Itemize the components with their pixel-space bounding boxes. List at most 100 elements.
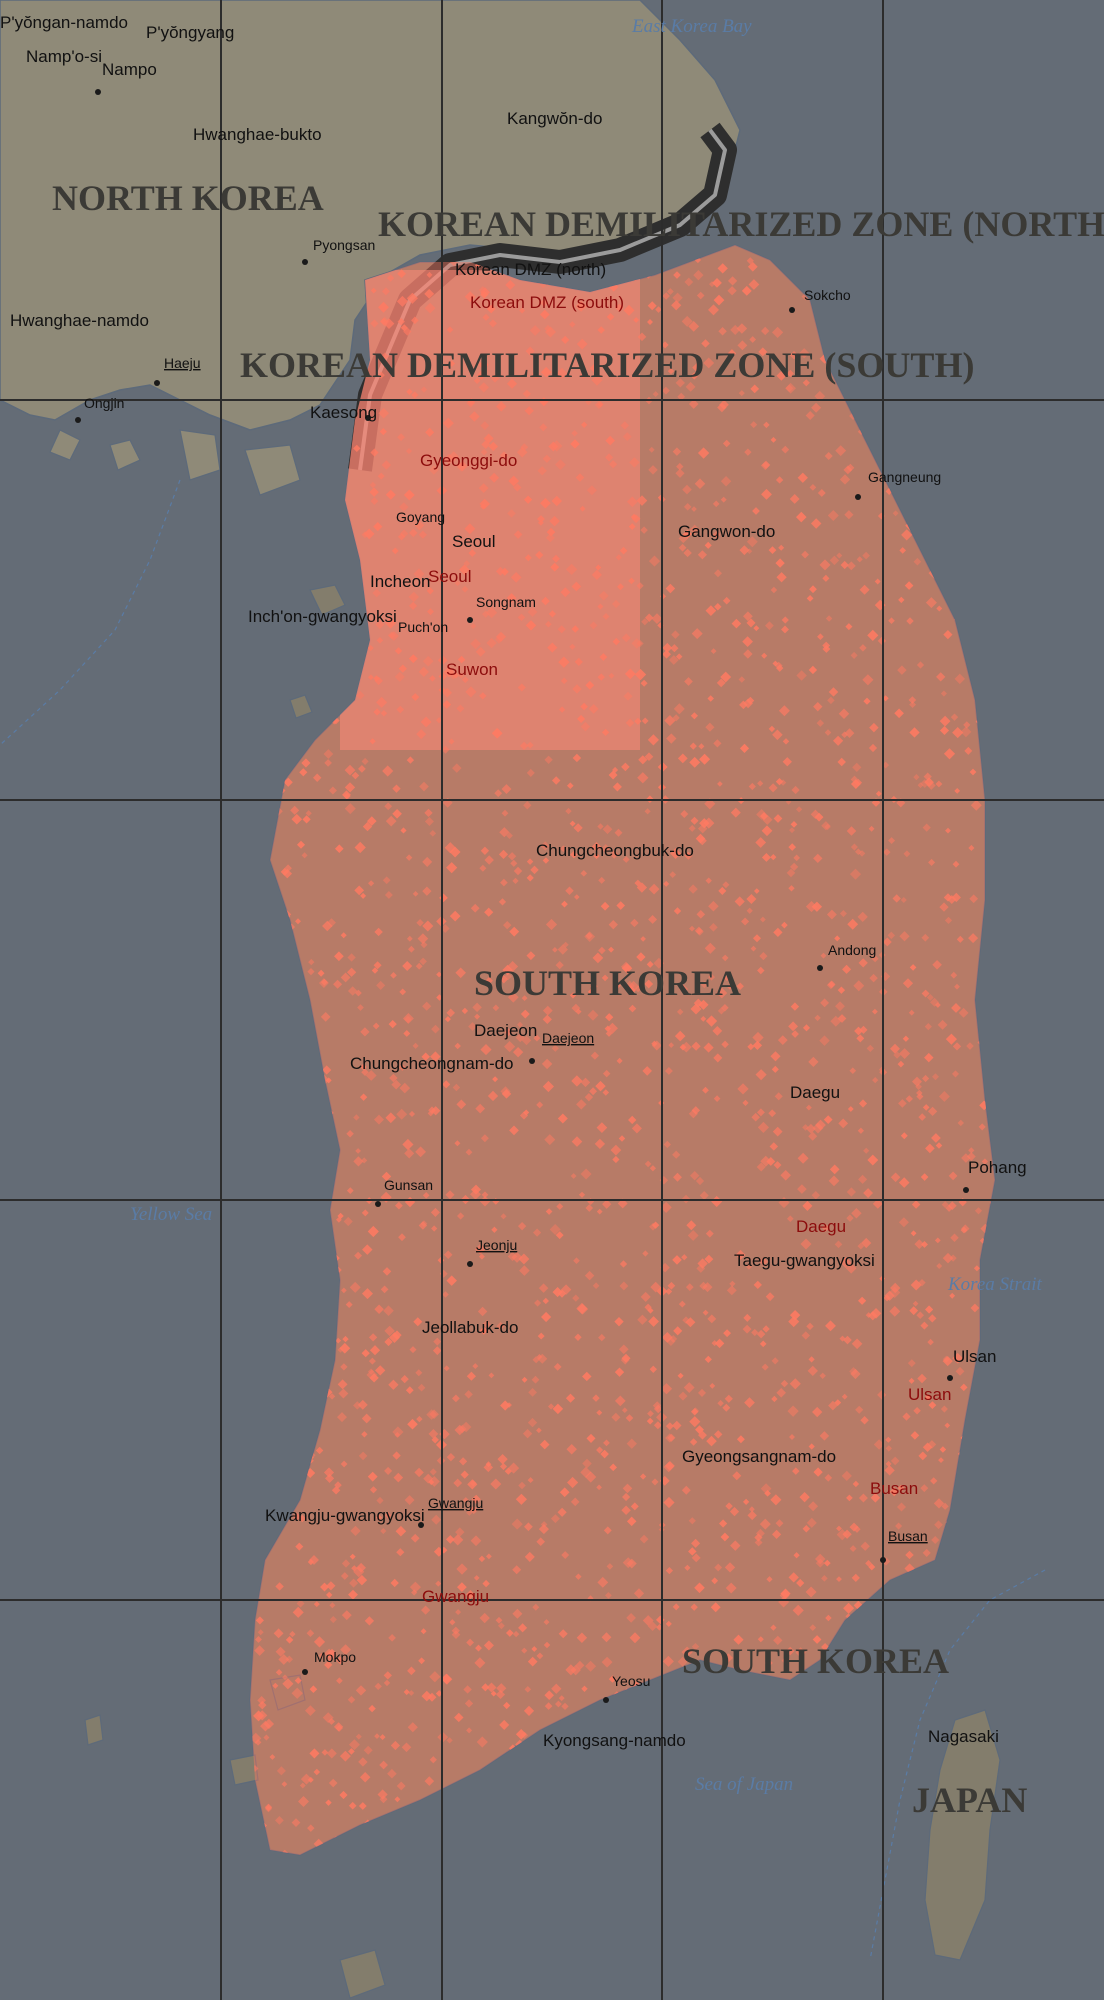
density-point xyxy=(544,326,557,338)
density-point xyxy=(526,858,534,865)
density-point xyxy=(550,1514,560,1524)
density-point xyxy=(313,1768,321,1776)
density-point xyxy=(557,625,566,634)
density-point xyxy=(370,448,379,457)
density-point xyxy=(394,647,403,655)
country-japan: JAPAN xyxy=(912,1780,1027,1820)
density-point xyxy=(700,981,709,989)
density-point xyxy=(517,1222,527,1231)
density-point xyxy=(348,1801,357,1810)
place-taegu-gwangyoksi: Taegu-gwangyoksi xyxy=(734,1251,875,1270)
water-yellow-sea: Yellow Sea xyxy=(130,1204,212,1225)
density-point xyxy=(608,946,615,953)
density-point xyxy=(549,515,560,527)
density-point xyxy=(849,1545,857,1553)
density-point xyxy=(752,507,760,515)
density-point xyxy=(378,407,390,419)
density-point xyxy=(759,1518,771,1530)
density-point xyxy=(380,1285,389,1294)
density-point xyxy=(608,1675,617,1683)
place-daejeon-2: Daejeon xyxy=(542,1030,594,1046)
density-point xyxy=(695,1176,705,1186)
density-point xyxy=(555,961,564,970)
density-point xyxy=(558,656,570,668)
density-point xyxy=(572,753,582,763)
density-point xyxy=(846,1494,853,1502)
density-point xyxy=(537,1353,548,1364)
density-point xyxy=(898,596,905,604)
north-korea-land xyxy=(0,0,741,431)
density-point xyxy=(630,918,639,928)
density-point xyxy=(826,909,837,920)
density-point xyxy=(762,1325,770,1333)
density-point xyxy=(505,1629,514,1637)
density-point xyxy=(677,1656,688,1667)
density-point xyxy=(943,893,953,902)
density-point xyxy=(808,665,818,675)
density-point xyxy=(519,1111,529,1120)
water-sea-of-japan: Sea of Japan xyxy=(695,1774,793,1795)
density-point xyxy=(580,1168,592,1180)
density-point xyxy=(359,1771,371,1783)
density-point xyxy=(910,1279,922,1291)
density-point xyxy=(913,774,920,781)
density-point xyxy=(902,1035,910,1042)
density-point xyxy=(567,1476,579,1489)
density-point xyxy=(464,291,476,303)
density-point xyxy=(665,1620,672,1627)
density-point xyxy=(685,381,696,392)
density-point xyxy=(914,1239,925,1249)
density-point xyxy=(626,1438,637,1449)
density-point xyxy=(825,615,833,622)
density-point xyxy=(677,1372,684,1379)
density-point xyxy=(521,995,528,1001)
density-point xyxy=(710,648,717,654)
density-point xyxy=(939,902,949,912)
density-point xyxy=(889,1487,899,1497)
density-point xyxy=(343,1216,353,1227)
density-point xyxy=(371,967,379,974)
density-point xyxy=(858,1099,868,1108)
density-point xyxy=(350,1525,361,1537)
density-point xyxy=(681,1485,691,1495)
density-point xyxy=(853,980,865,992)
density-point xyxy=(868,1563,876,1571)
density-point xyxy=(792,1604,804,1616)
water-korea-strait: Korea Strait xyxy=(947,1274,1042,1295)
place-andong: Andong xyxy=(828,942,876,958)
density-point xyxy=(752,934,762,943)
density-point xyxy=(377,472,385,480)
density-point xyxy=(451,1630,461,1639)
density-point xyxy=(717,781,723,787)
density-point xyxy=(739,700,748,710)
density-point xyxy=(420,716,432,728)
density-point xyxy=(295,918,301,925)
density-point xyxy=(936,672,946,682)
density-point xyxy=(839,910,847,918)
density-point xyxy=(608,460,618,469)
density-point xyxy=(900,897,907,903)
density-point xyxy=(623,304,635,316)
place-daegu-1: Daegu xyxy=(790,1083,840,1102)
density-point xyxy=(846,561,856,571)
north-coast-islands xyxy=(49,429,301,496)
density-point xyxy=(410,1533,420,1543)
density-point xyxy=(532,1228,542,1237)
density-point xyxy=(565,1664,577,1676)
density-point xyxy=(748,782,756,791)
density-point xyxy=(750,421,758,429)
density-point xyxy=(422,1191,430,1199)
place-kwangju-gwangyoksi: Kwangju-gwangyoksi xyxy=(265,1506,425,1525)
density-point xyxy=(649,1222,657,1231)
density-point xyxy=(587,1009,599,1021)
density-point xyxy=(520,1009,530,1019)
density-point xyxy=(765,621,774,631)
density-point xyxy=(422,856,433,867)
density-point xyxy=(788,1021,799,1032)
density-point xyxy=(768,546,777,554)
density-point xyxy=(707,304,720,316)
density-point xyxy=(720,671,732,683)
density-point xyxy=(647,301,657,311)
density-point xyxy=(326,1581,336,1591)
